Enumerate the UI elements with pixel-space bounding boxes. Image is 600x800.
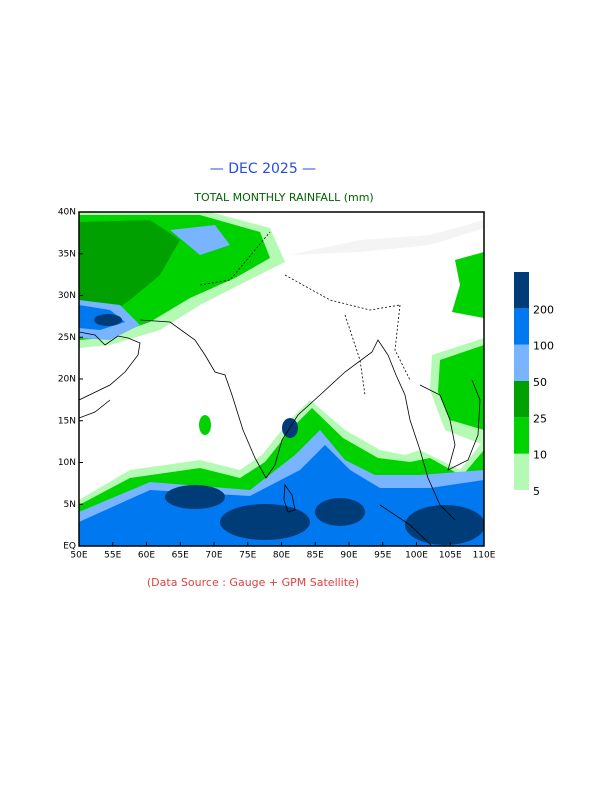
x-tick-label: 90E [340, 551, 357, 561]
legend-label: 200 [533, 303, 554, 316]
y-tick-label: 40N [58, 208, 76, 218]
coastline [79, 331, 141, 401]
legend-swatch [514, 272, 529, 309]
rain-area [452, 252, 484, 318]
x-tick-label: 75E [239, 551, 256, 561]
rain-area [290, 220, 484, 255]
y-tick-label: 20N [58, 375, 76, 385]
x-tick-label: 95E [374, 551, 391, 561]
legend-label: 100 [533, 340, 554, 353]
coastline [379, 504, 433, 546]
source-note: (Data Source : Gauge + GPM Satellite) [147, 576, 359, 589]
x-tick-label: 80E [273, 551, 290, 561]
x-tick-label: 50E [70, 551, 87, 561]
x-tick-label: 60E [138, 551, 155, 561]
rain-area [405, 505, 484, 545]
coastline [419, 379, 481, 471]
legend-swatch [514, 453, 529, 490]
coastline [283, 483, 296, 513]
legend-label: 50 [533, 376, 547, 389]
coastline [139, 319, 456, 521]
rain-area [165, 485, 225, 509]
legend-swatch [514, 417, 529, 454]
legend-label: 25 [533, 412, 547, 425]
legend-swatch [514, 308, 529, 345]
rain-area [438, 345, 484, 430]
x-tick-label: 85E [307, 551, 324, 561]
y-tick-label: 30N [58, 291, 76, 301]
rain-area [220, 504, 310, 540]
rain-area [315, 498, 365, 526]
subtitle: TOTAL MONTHLY RAINFALL (mm) [193, 191, 373, 204]
x-tick-label: 100E [405, 551, 428, 561]
y-tick-label: 5N [64, 500, 76, 510]
rain-area [199, 415, 211, 435]
border [199, 231, 411, 396]
rain-area [79, 445, 484, 546]
y-tick-label: 15N [58, 416, 76, 426]
legend-swatch [514, 381, 529, 418]
coastline [79, 399, 111, 419]
y-tick-label: 10N [58, 458, 76, 468]
x-tick-label: 70E [205, 551, 222, 561]
legend-label: 5 [533, 485, 540, 498]
rainfall-field [79, 212, 484, 546]
rain-area [94, 314, 122, 326]
x-tick-label: 105E [439, 551, 462, 561]
x-tick-label: 65E [172, 551, 189, 561]
rain-area [170, 225, 230, 255]
y-tick-label: 35N [58, 249, 76, 259]
legend-label: 10 [533, 449, 547, 462]
coastlines [79, 231, 481, 546]
x-tick-label: 110E [473, 551, 496, 561]
legend-swatch [514, 344, 529, 381]
x-tick-label: 55E [104, 551, 121, 561]
rain-area [79, 220, 180, 330]
y-tick-label: 25N [58, 333, 76, 343]
y-tick-label: EQ [63, 542, 76, 552]
title: — DEC 2025 — [210, 161, 316, 177]
